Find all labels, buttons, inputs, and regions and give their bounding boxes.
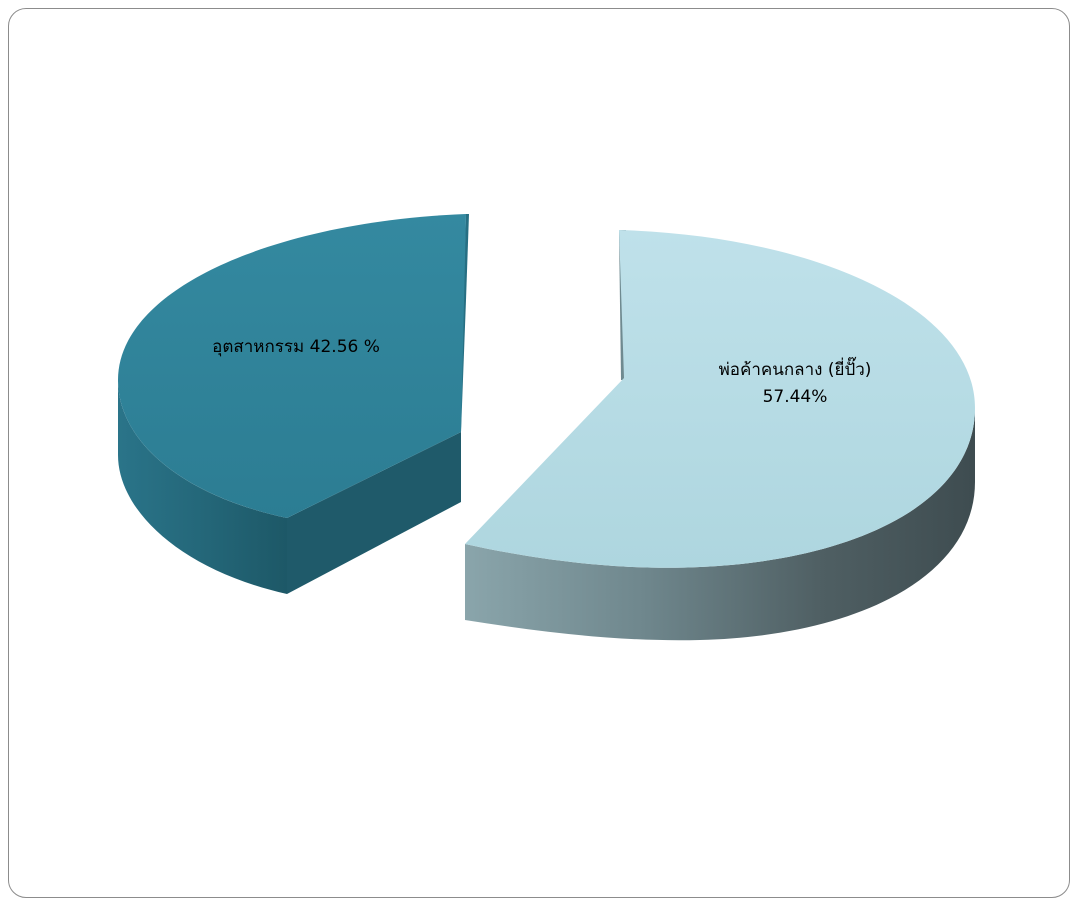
slice-industry-cut-face [287, 432, 461, 594]
slice-middleman-side [465, 408, 975, 641]
slice-middleman [465, 230, 975, 641]
slice-middleman-label-line2: 57.44% [763, 387, 828, 407]
slice-industry-side [118, 380, 287, 594]
slice-industry-radius-face [461, 214, 469, 432]
slice-industry-label: อุตสาหกรรม 42.56 % [212, 337, 380, 357]
slice-industry [118, 214, 469, 594]
slice-industry-top [118, 214, 466, 518]
slice-middleman-top [465, 230, 975, 568]
slice-middleman-label-line1: พ่อค้าคนกลาง (ยี่ปั๊ว) [719, 356, 872, 380]
